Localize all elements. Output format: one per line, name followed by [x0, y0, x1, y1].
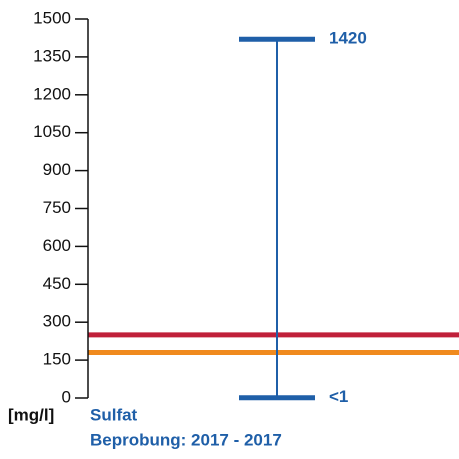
y-tick-label: 900	[43, 160, 71, 179]
y-axis-label: [mg/l]	[8, 405, 54, 424]
y-tick-label: 0	[62, 387, 71, 406]
y-tick-label: 750	[43, 198, 71, 217]
value-label: 1420	[329, 29, 367, 48]
y-tick-label: 1050	[33, 122, 71, 141]
y-tick-label: 1200	[33, 84, 71, 103]
y-tick-label: 450	[43, 274, 71, 293]
y-tick-label: 600	[43, 236, 71, 255]
y-tick-label: 1350	[33, 46, 71, 65]
y-tick-label: 150	[43, 350, 71, 369]
chart-subtitle: Beprobung: 2017 - 2017	[90, 430, 282, 449]
chart-title: Sulfat	[90, 405, 138, 424]
value-label: <1	[329, 387, 348, 406]
y-tick-label: 300	[43, 312, 71, 331]
y-tick-label: 1500	[33, 8, 71, 27]
